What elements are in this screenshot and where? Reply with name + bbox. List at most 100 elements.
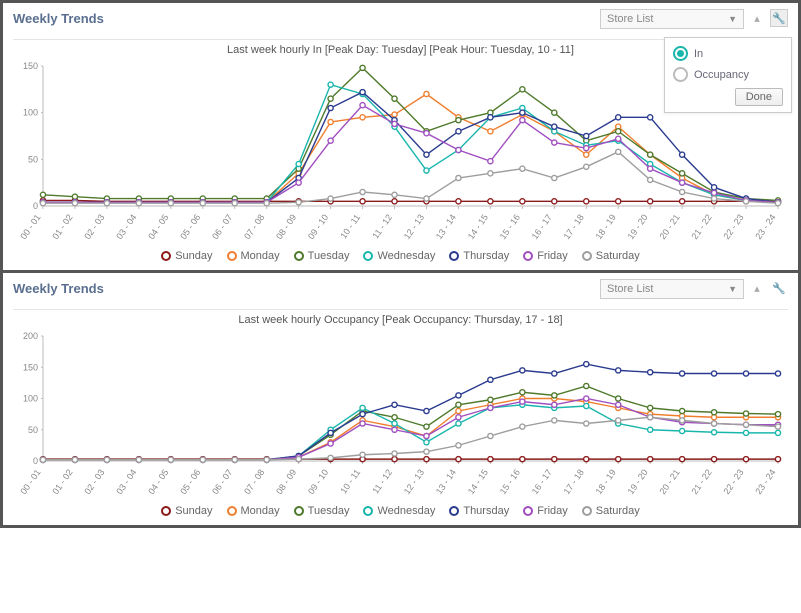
panel-title: Weekly Trends [13, 279, 104, 296]
svg-text:11 - 12: 11 - 12 [370, 467, 394, 495]
svg-text:23 - 24: 23 - 24 [753, 212, 777, 241]
legend-label: Thursday [463, 250, 509, 262]
panel-title: Weekly Trends [13, 9, 104, 26]
svg-text:18 - 19: 18 - 19 [594, 467, 618, 496]
settings-popup: In Occupancy Done [664, 37, 792, 113]
svg-text:06 - 07: 06 - 07 [210, 467, 234, 496]
legend-item[interactable]: Saturday [582, 250, 640, 262]
svg-text:150: 150 [23, 61, 38, 71]
svg-text:02 - 03: 02 - 03 [82, 212, 106, 241]
svg-text:16 - 17: 16 - 17 [530, 212, 554, 241]
legend-item[interactable]: Tuesday [294, 505, 350, 517]
dashboard-container: Weekly Trends Store List ▼ ▴ 🔧 In Occupa… [0, 0, 801, 528]
svg-text:22 - 23: 22 - 23 [721, 467, 745, 496]
legend-item[interactable]: Friday [523, 250, 568, 262]
chevron-down-icon: ▼ [728, 14, 737, 24]
legend-marker-icon [582, 251, 592, 261]
legend-item[interactable]: Saturday [582, 505, 640, 517]
dropdown-label: Store List [607, 13, 653, 25]
legend-label: Friday [537, 250, 568, 262]
legend-item[interactable]: Sunday [161, 505, 212, 517]
legend-marker-icon [523, 506, 533, 516]
store-list-dropdown[interactable]: Store List ▼ [600, 279, 744, 299]
legend-marker-icon [227, 506, 237, 516]
svg-text:05 - 06: 05 - 06 [178, 212, 202, 241]
legend-label: Friday [537, 505, 568, 517]
svg-text:20 - 21: 20 - 21 [657, 467, 681, 496]
legend-item[interactable]: Monday [227, 250, 280, 262]
radio-option-occupancy[interactable]: Occupancy [673, 67, 783, 82]
collapse-icon[interactable]: ▴ [748, 279, 766, 297]
legend-item[interactable]: Monday [227, 505, 280, 517]
svg-text:09 - 10: 09 - 10 [306, 212, 330, 241]
radio-label: In [694, 48, 703, 60]
radio-icon [673, 46, 688, 61]
legend-label: Sunday [175, 250, 212, 262]
svg-text:00 - 01: 00 - 01 [18, 212, 42, 241]
panel-header: Weekly Trends Store List ▼ ▴ 🔧 [13, 279, 788, 310]
legend-item[interactable]: Friday [523, 505, 568, 517]
svg-text:19 - 20: 19 - 20 [626, 212, 650, 241]
store-list-dropdown[interactable]: Store List ▼ [600, 9, 744, 29]
svg-text:15 - 16: 15 - 16 [498, 467, 522, 496]
wrench-icon[interactable]: 🔧 [770, 9, 788, 27]
svg-text:0: 0 [33, 456, 38, 466]
svg-text:50: 50 [28, 154, 38, 164]
svg-text:08 - 09: 08 - 09 [274, 212, 298, 241]
legend-item[interactable]: Thursday [449, 250, 509, 262]
svg-text:50: 50 [28, 425, 38, 435]
legend-label: Saturday [596, 250, 640, 262]
legend-label: Tuesday [308, 505, 350, 517]
radio-label: Occupancy [694, 69, 749, 81]
legend-marker-icon [161, 506, 171, 516]
svg-text:100: 100 [23, 394, 38, 404]
legend-marker-icon [363, 506, 373, 516]
legend-label: Monday [241, 505, 280, 517]
svg-text:11 - 12: 11 - 12 [370, 212, 394, 240]
legend-label: Saturday [596, 505, 640, 517]
radio-option-in[interactable]: In [673, 46, 783, 61]
legend-marker-icon [582, 506, 592, 516]
svg-text:08 - 09: 08 - 09 [274, 467, 298, 496]
legend-item[interactable]: Thursday [449, 505, 509, 517]
svg-text:00 - 01: 00 - 01 [18, 467, 42, 496]
legend-marker-icon [161, 251, 171, 261]
svg-text:05 - 06: 05 - 06 [178, 467, 202, 496]
svg-text:21 - 22: 21 - 22 [689, 212, 713, 241]
collapse-icon[interactable]: ▴ [748, 9, 766, 27]
svg-text:09 - 10: 09 - 10 [306, 467, 330, 496]
svg-text:200: 200 [23, 331, 38, 341]
legend-label: Thursday [463, 505, 509, 517]
wrench-icon[interactable]: 🔧 [770, 279, 788, 297]
svg-text:23 - 24: 23 - 24 [753, 467, 777, 496]
svg-text:03 - 04: 03 - 04 [114, 467, 138, 496]
legend-label: Tuesday [308, 250, 350, 262]
legend-marker-icon [294, 251, 304, 261]
panel-header: Weekly Trends Store List ▼ ▴ 🔧 [13, 9, 788, 40]
svg-text:10 - 11: 10 - 11 [338, 212, 362, 240]
svg-text:02 - 03: 02 - 03 [82, 467, 106, 496]
done-button[interactable]: Done [735, 88, 783, 106]
svg-text:06 - 07: 06 - 07 [210, 212, 234, 241]
legend-label: Monday [241, 250, 280, 262]
svg-text:07 - 08: 07 - 08 [242, 212, 266, 241]
svg-text:14 - 15: 14 - 15 [466, 212, 490, 241]
svg-text:100: 100 [23, 108, 38, 118]
panel-weekly-trends-occupancy: Weekly Trends Store List ▼ ▴ 🔧 Last week… [3, 273, 798, 525]
legend-item[interactable]: Sunday [161, 250, 212, 262]
legend-item[interactable]: Tuesday [294, 250, 350, 262]
svg-text:17 - 18: 17 - 18 [562, 467, 586, 496]
svg-text:03 - 04: 03 - 04 [114, 212, 138, 241]
line-chart-occupancy: 05010015020000 - 0101 - 0202 - 0303 - 04… [13, 328, 788, 503]
svg-text:15 - 16: 15 - 16 [498, 212, 522, 241]
svg-text:01 - 02: 01 - 02 [50, 212, 74, 241]
legend-marker-icon [449, 506, 459, 516]
legend-item[interactable]: Wednesday [363, 250, 435, 262]
legend-label: Wednesday [377, 250, 435, 262]
legend-item[interactable]: Wednesday [363, 505, 435, 517]
svg-text:01 - 02: 01 - 02 [50, 467, 74, 496]
radio-icon [673, 67, 688, 82]
dropdown-label: Store List [607, 283, 653, 295]
chevron-down-icon: ▼ [728, 284, 737, 294]
svg-text:21 - 22: 21 - 22 [689, 467, 713, 496]
